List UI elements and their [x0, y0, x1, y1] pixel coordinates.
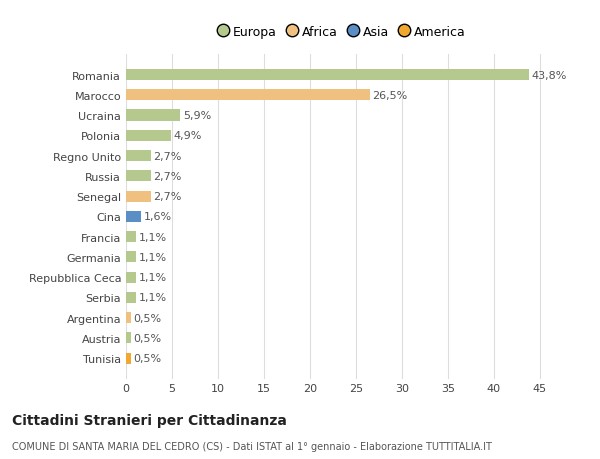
Bar [126, 272, 136, 283]
Text: 2,7%: 2,7% [154, 172, 182, 181]
Text: 1,6%: 1,6% [143, 212, 172, 222]
Text: 5,9%: 5,9% [183, 111, 211, 121]
Bar [126, 211, 141, 223]
Bar [126, 130, 171, 141]
Bar [126, 191, 151, 202]
Bar [126, 252, 136, 263]
Text: Cittadini Stranieri per Cittadinanza: Cittadini Stranieri per Cittadinanza [12, 413, 287, 427]
Text: 1,1%: 1,1% [139, 252, 167, 262]
Text: 2,7%: 2,7% [154, 151, 182, 161]
Bar [126, 353, 131, 364]
Bar [126, 110, 180, 121]
Text: 1,1%: 1,1% [139, 273, 167, 283]
Text: 0,5%: 0,5% [133, 353, 161, 364]
Bar [126, 70, 529, 81]
Text: 0,5%: 0,5% [133, 313, 161, 323]
Text: 26,5%: 26,5% [373, 90, 407, 101]
Text: 1,1%: 1,1% [139, 232, 167, 242]
Legend: Europa, Africa, Asia, America: Europa, Africa, Asia, America [214, 22, 470, 43]
Text: 43,8%: 43,8% [532, 70, 567, 80]
Bar [126, 333, 131, 344]
Text: COMUNE DI SANTA MARIA DEL CEDRO (CS) - Dati ISTAT al 1° gennaio - Elaborazione T: COMUNE DI SANTA MARIA DEL CEDRO (CS) - D… [12, 441, 492, 451]
Bar [126, 90, 370, 101]
Bar [126, 151, 151, 162]
Bar [126, 292, 136, 303]
Bar [126, 171, 151, 182]
Text: 4,9%: 4,9% [174, 131, 202, 141]
Text: 0,5%: 0,5% [133, 333, 161, 343]
Text: 1,1%: 1,1% [139, 293, 167, 303]
Text: 2,7%: 2,7% [154, 192, 182, 202]
Bar [126, 313, 131, 324]
Bar [126, 231, 136, 243]
